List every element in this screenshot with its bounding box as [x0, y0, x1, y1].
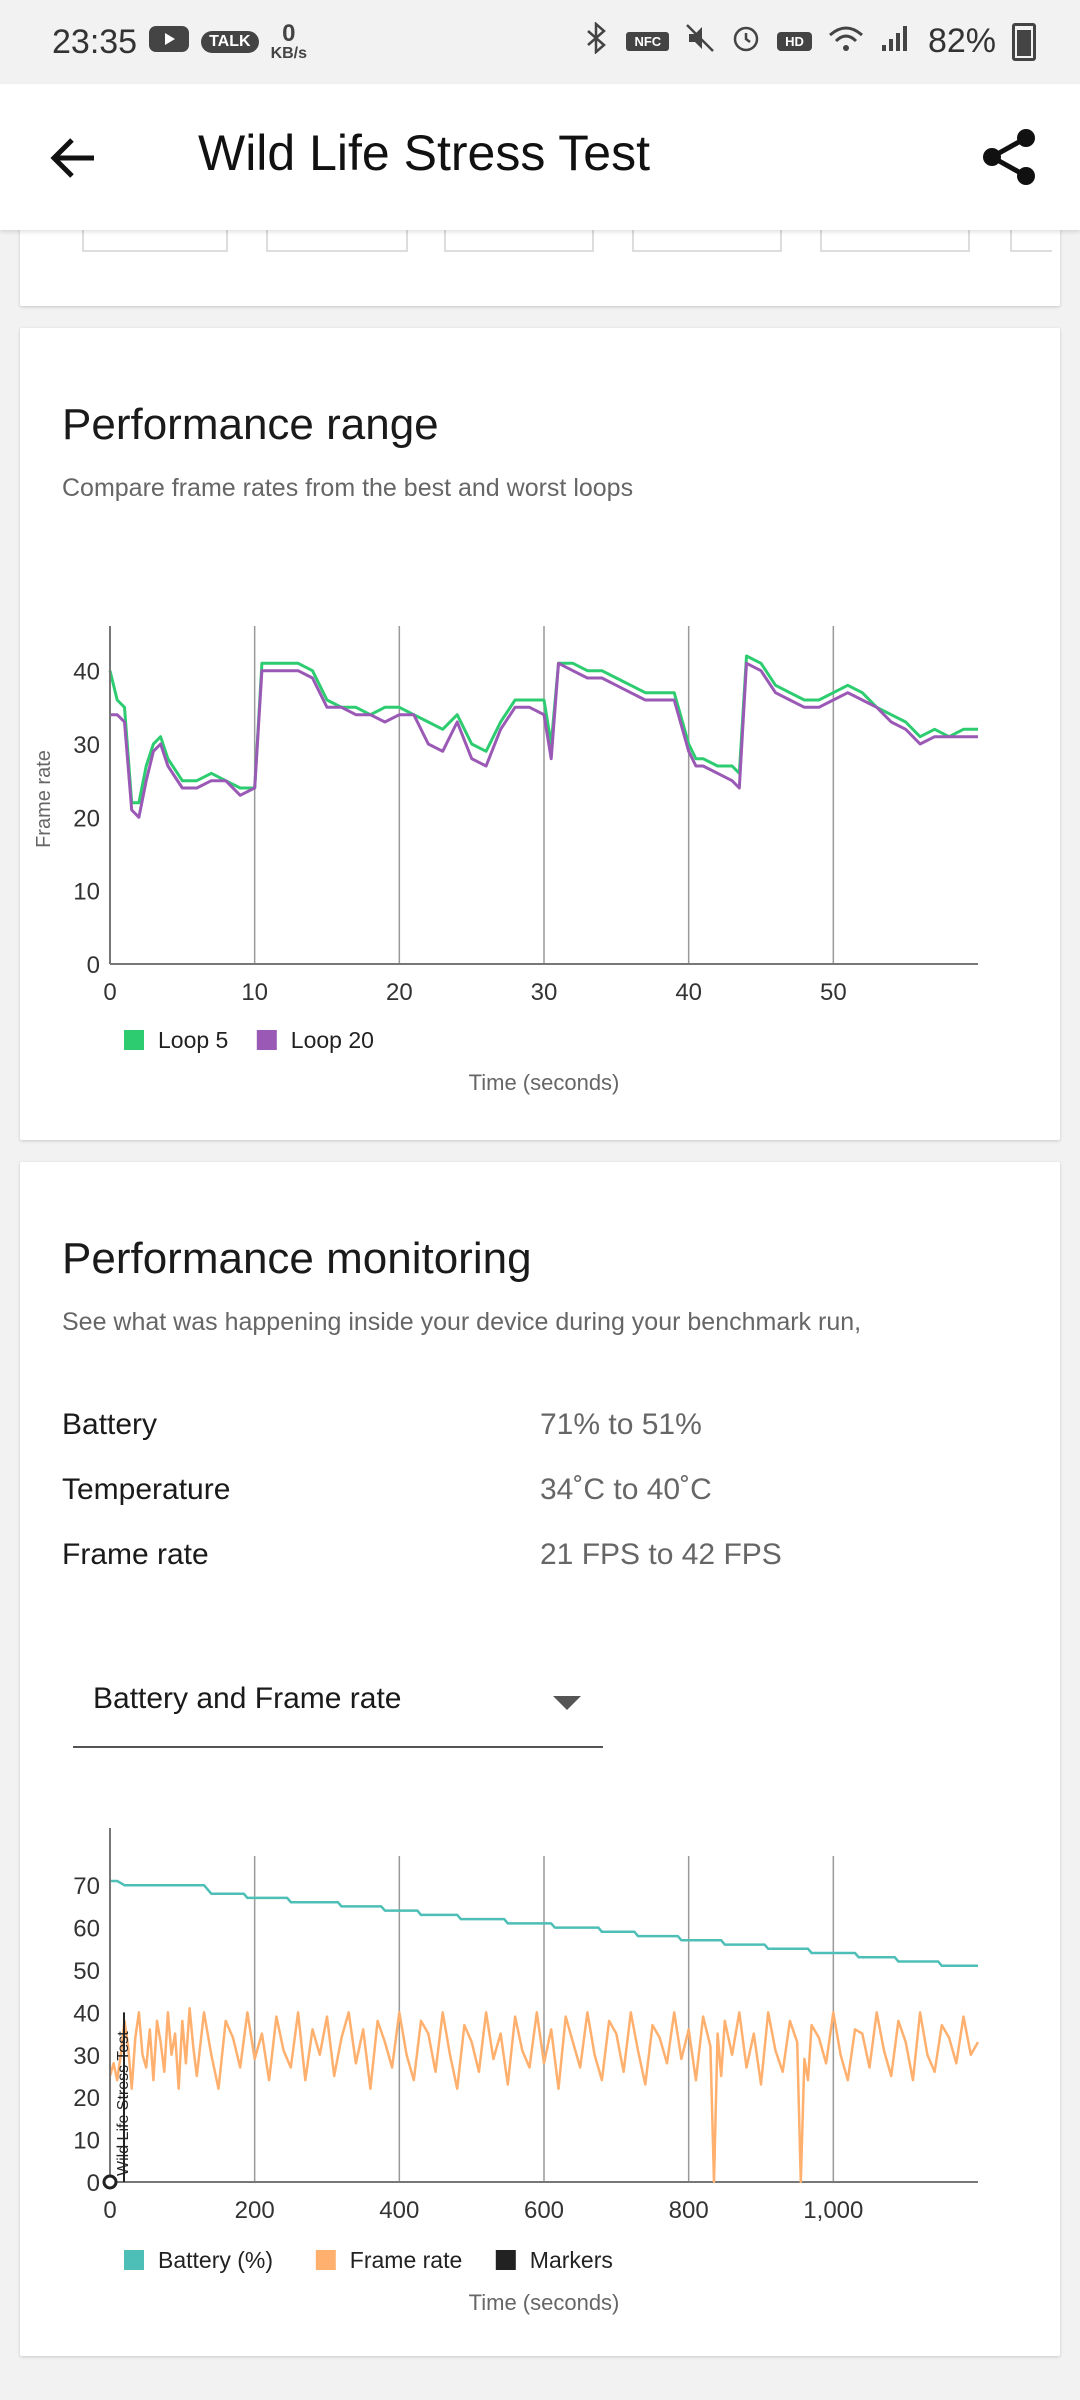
y-tick-label: 10 — [73, 2128, 100, 2155]
series-line — [108, 654, 978, 805]
dropdown-selected-value: Battery and Frame rate — [93, 1682, 402, 1715]
legend-label: Loop 5 — [158, 1027, 228, 1053]
y-tick-label: 40 — [73, 659, 100, 686]
battery-percent: 82% — [927, 22, 996, 60]
performance-range-card: Performance range Compare frame rates fr… — [20, 328, 1060, 1140]
marker-point — [102, 2174, 118, 2190]
x-tick-label: 50 — [820, 979, 847, 1006]
legend-label: Battery (%) — [158, 2247, 273, 2273]
x-axis-label: Time (seconds) — [469, 2290, 620, 2315]
x-tick-label: 600 — [524, 2197, 564, 2224]
y-tick-label: 0 — [87, 952, 100, 979]
share-button[interactable] — [978, 124, 1044, 190]
y-tick-label: 30 — [73, 2043, 100, 2070]
legend-swatch — [256, 1030, 277, 1050]
stat-value-temperature: 34˚C to 40˚C — [540, 1473, 712, 1506]
talk-icon: TALK — [201, 31, 259, 53]
legend-swatch — [315, 2250, 336, 2270]
y-axis-label: Frame rate — [33, 750, 55, 848]
nfc-icon: NFC — [626, 32, 670, 51]
stat-label-battery: Battery — [62, 1408, 158, 1441]
series-line — [110, 661, 978, 819]
y-tick-label: 20 — [73, 805, 100, 832]
score-tile[interactable] — [266, 220, 408, 252]
series-line — [110, 1879, 978, 1968]
y-tick-label: 20 — [73, 2085, 100, 2112]
back-button[interactable] — [40, 126, 104, 190]
x-tick-label: 200 — [235, 2197, 275, 2224]
stat-value-frame-rate: 21 FPS to 42 FPS — [540, 1538, 782, 1571]
net-speed: 0 KB/s — [271, 22, 307, 62]
legend-swatch — [495, 2250, 516, 2270]
y-tick-label: 70 — [73, 1873, 100, 1900]
x-tick-label: 40 — [675, 979, 702, 1006]
battery-framerate-chart: 0 200 400 600 800 1,000 0 10 20 30 40 50 60 70 Time (s… — [73, 1828, 980, 2315]
legend-label: Loop 20 — [291, 1027, 374, 1053]
section-title: Performance monitoring — [62, 1234, 532, 1283]
alarm-icon — [731, 23, 761, 60]
app-bar: Wild Life Stress Test — [0, 84, 1080, 230]
legend-swatch — [124, 1030, 144, 1050]
stat-label-frame-rate: Frame rate — [62, 1538, 209, 1571]
legend-label: Frame rate — [350, 2247, 462, 2273]
x-tick-label: 0 — [103, 2197, 116, 2224]
section-subtitle: See what was happening inside your devic… — [62, 1308, 862, 1336]
y-tick-label: 40 — [73, 2000, 100, 2027]
x-tick-label: 1,000 — [803, 2197, 863, 2224]
section-subtitle: Compare frame rates from the best and wo… — [62, 474, 634, 502]
arrow-left-icon — [50, 138, 94, 178]
youtube-icon — [149, 24, 190, 61]
score-tile[interactable] — [82, 220, 228, 252]
score-tile[interactable] — [444, 220, 594, 252]
status-time: 23:35 — [52, 22, 138, 61]
x-tick-label: 10 — [241, 979, 268, 1006]
wifi-icon — [828, 23, 864, 60]
legend-label: Markers — [530, 2247, 613, 2273]
score-tile[interactable] — [1010, 220, 1052, 252]
x-tick-label: 400 — [379, 2197, 419, 2224]
hd-voice-icon: HD — [777, 32, 812, 51]
battery-icon — [1012, 22, 1036, 61]
y-tick-label: 0 — [87, 2170, 100, 2197]
legend-swatch — [124, 2250, 144, 2270]
section-title: Performance range — [62, 400, 439, 449]
y-tick-label: 50 — [73, 1958, 100, 1985]
y-tick-label: 60 — [73, 1916, 100, 1943]
bluetooth-icon — [584, 21, 610, 61]
page-title: Wild Life Stress Test — [198, 125, 651, 181]
share-icon — [983, 129, 1035, 185]
x-tick-label: 800 — [669, 2197, 709, 2224]
x-tick-label: 20 — [386, 979, 413, 1006]
x-tick-label: 30 — [531, 979, 558, 1006]
frame-rate-chart: 0 10 20 30 40 50 0 10 20 30 40 Frame rate Time (seco… — [33, 626, 978, 1095]
series-line — [108, 2006, 980, 2184]
y-tick-label: 10 — [73, 879, 100, 906]
signal-icon — [880, 23, 912, 60]
y-tick-label: 30 — [73, 732, 100, 759]
stat-label-temperature: Temperature — [62, 1473, 231, 1506]
net-speed-value: 0 — [282, 20, 296, 47]
mute-icon — [685, 23, 715, 60]
status-bar: 23:35 TALK 0 KB/s NFC HD 82% — [0, 0, 1080, 84]
x-tick-label: 0 — [103, 979, 116, 1006]
score-tile[interactable] — [820, 220, 970, 252]
stat-value-battery: 71% to 51% — [540, 1408, 702, 1441]
marker-label: Wild Life Stress Test — [115, 2031, 132, 2176]
caret-down-icon — [553, 1696, 581, 1710]
performance-monitoring-card: Performance monitoring See what was happ… — [20, 1162, 1060, 2356]
score-tile[interactable] — [632, 220, 782, 252]
chart-type-dropdown[interactable]: Battery and Frame rate — [73, 1654, 603, 1748]
net-speed-unit: KB/s — [270, 45, 308, 62]
x-axis-label: Time (seconds) — [469, 1070, 620, 1095]
